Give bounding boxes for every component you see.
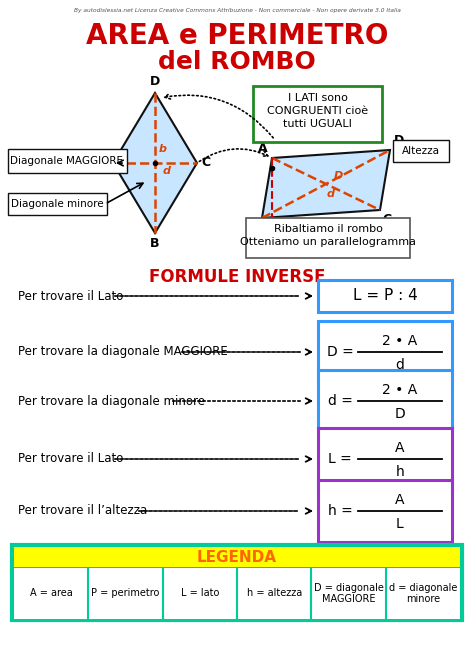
FancyBboxPatch shape <box>318 280 452 312</box>
FancyBboxPatch shape <box>12 545 462 620</box>
Text: A = area: A = area <box>30 589 73 598</box>
Text: Ribaltiamo il rombo
Otteniamo un parallelogramma: Ribaltiamo il rombo Otteniamo un paralle… <box>240 224 416 247</box>
Text: I LATI sono
CONGRUENTI cioè
tutti UGUALI: I LATI sono CONGRUENTI cioè tutti UGUALI <box>267 93 368 130</box>
FancyBboxPatch shape <box>8 193 107 215</box>
Text: d = diagonale
minore: d = diagonale minore <box>389 583 457 604</box>
Text: d: d <box>327 189 335 199</box>
Text: Per trovare la diagonale minore: Per trovare la diagonale minore <box>18 394 205 408</box>
Text: h: h <box>396 465 404 479</box>
Text: Per trovare il l’altezza: Per trovare il l’altezza <box>18 505 147 517</box>
Text: del ROMBO: del ROMBO <box>158 50 316 74</box>
Text: Altezza: Altezza <box>402 146 440 156</box>
FancyBboxPatch shape <box>246 218 410 258</box>
FancyBboxPatch shape <box>318 370 452 432</box>
Text: L =: L = <box>328 452 352 466</box>
FancyBboxPatch shape <box>318 428 452 490</box>
FancyBboxPatch shape <box>393 140 449 162</box>
Text: Per trovare la diagonale MAGGIORE: Per trovare la diagonale MAGGIORE <box>18 346 228 358</box>
Text: L = lato: L = lato <box>181 589 219 598</box>
Text: b: b <box>159 144 167 154</box>
Text: d: d <box>163 166 171 176</box>
Text: 2 • A: 2 • A <box>383 383 418 397</box>
Text: A: A <box>395 441 405 455</box>
Text: D: D <box>394 134 404 147</box>
Text: Diagonale minore: Diagonale minore <box>11 199 103 209</box>
Text: L = P : 4: L = P : 4 <box>353 289 418 303</box>
FancyBboxPatch shape <box>14 547 460 567</box>
FancyBboxPatch shape <box>318 480 452 542</box>
Text: FORMULE INVERSE: FORMULE INVERSE <box>149 268 325 286</box>
Text: D =: D = <box>327 345 354 359</box>
Text: By autodislessia.net Licenza Creative Commons Attribuzione - Non commerciale - N: By autodislessia.net Licenza Creative Co… <box>73 8 401 13</box>
Text: h = altezza: h = altezza <box>246 589 302 598</box>
FancyBboxPatch shape <box>8 149 127 173</box>
Text: C: C <box>201 156 210 170</box>
Text: LEGENDA: LEGENDA <box>197 549 277 565</box>
Text: H: H <box>267 222 277 235</box>
Text: Diagonale MAGGIORE: Diagonale MAGGIORE <box>10 156 124 166</box>
Text: AREA e PERIMETRO: AREA e PERIMETRO <box>86 22 388 50</box>
Text: D: D <box>395 407 405 421</box>
Text: A: A <box>395 493 405 507</box>
Text: B: B <box>250 221 260 234</box>
FancyBboxPatch shape <box>318 321 452 383</box>
Text: P = perimetro: P = perimetro <box>91 589 160 598</box>
Text: d =: d = <box>328 394 353 408</box>
Polygon shape <box>262 150 390 218</box>
Text: A: A <box>258 142 268 155</box>
Text: Per trovare il Lato: Per trovare il Lato <box>18 289 123 303</box>
Text: d: d <box>396 358 404 372</box>
Text: D: D <box>333 171 343 181</box>
Text: h =: h = <box>328 504 352 518</box>
Text: D: D <box>150 75 160 88</box>
Polygon shape <box>113 93 197 233</box>
Text: L: L <box>396 517 404 531</box>
Text: Per trovare il Lato: Per trovare il Lato <box>18 452 123 466</box>
Text: A: A <box>100 156 109 170</box>
Text: D = diagonale
MAGGIORE: D = diagonale MAGGIORE <box>314 583 383 604</box>
Text: B: B <box>150 237 160 250</box>
Text: C: C <box>382 213 391 226</box>
Text: 2 • A: 2 • A <box>383 334 418 348</box>
FancyBboxPatch shape <box>14 568 460 619</box>
FancyBboxPatch shape <box>253 86 382 142</box>
